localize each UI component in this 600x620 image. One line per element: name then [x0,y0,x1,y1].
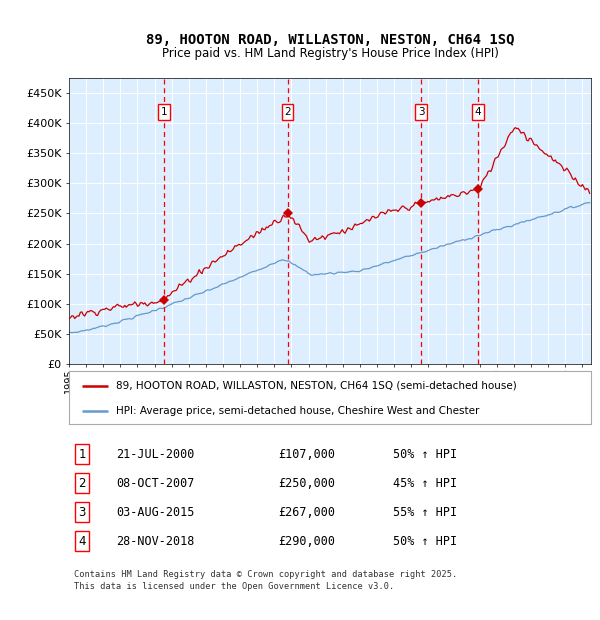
Text: Contains HM Land Registry data © Crown copyright and database right 2025.
This d: Contains HM Land Registry data © Crown c… [74,570,457,591]
Text: 1: 1 [78,448,86,461]
Text: 50% ↑ HPI: 50% ↑ HPI [392,534,457,547]
Text: 45% ↑ HPI: 45% ↑ HPI [392,477,457,490]
Text: 4: 4 [78,534,86,547]
Text: 1: 1 [161,107,167,117]
Text: 4: 4 [475,107,482,117]
Text: £290,000: £290,000 [278,534,335,547]
Text: 55% ↑ HPI: 55% ↑ HPI [392,506,457,519]
Text: £250,000: £250,000 [278,477,335,490]
Text: 2: 2 [284,107,291,117]
Text: 28-NOV-2018: 28-NOV-2018 [116,534,194,547]
Text: £267,000: £267,000 [278,506,335,519]
Text: £107,000: £107,000 [278,448,335,461]
Text: HPI: Average price, semi-detached house, Cheshire West and Chester: HPI: Average price, semi-detached house,… [116,406,479,416]
Text: 89, HOOTON ROAD, WILLASTON, NESTON, CH64 1SQ: 89, HOOTON ROAD, WILLASTON, NESTON, CH64… [146,33,514,47]
Text: 3: 3 [79,506,86,519]
Text: Price paid vs. HM Land Registry's House Price Index (HPI): Price paid vs. HM Land Registry's House … [161,48,499,60]
Text: 2: 2 [78,477,86,490]
Text: 21-JUL-2000: 21-JUL-2000 [116,448,194,461]
Text: 03-AUG-2015: 03-AUG-2015 [116,506,194,519]
Text: 89, HOOTON ROAD, WILLASTON, NESTON, CH64 1SQ (semi-detached house): 89, HOOTON ROAD, WILLASTON, NESTON, CH64… [116,381,517,391]
Text: 08-OCT-2007: 08-OCT-2007 [116,477,194,490]
Text: 50% ↑ HPI: 50% ↑ HPI [392,448,457,461]
Text: 3: 3 [418,107,425,117]
